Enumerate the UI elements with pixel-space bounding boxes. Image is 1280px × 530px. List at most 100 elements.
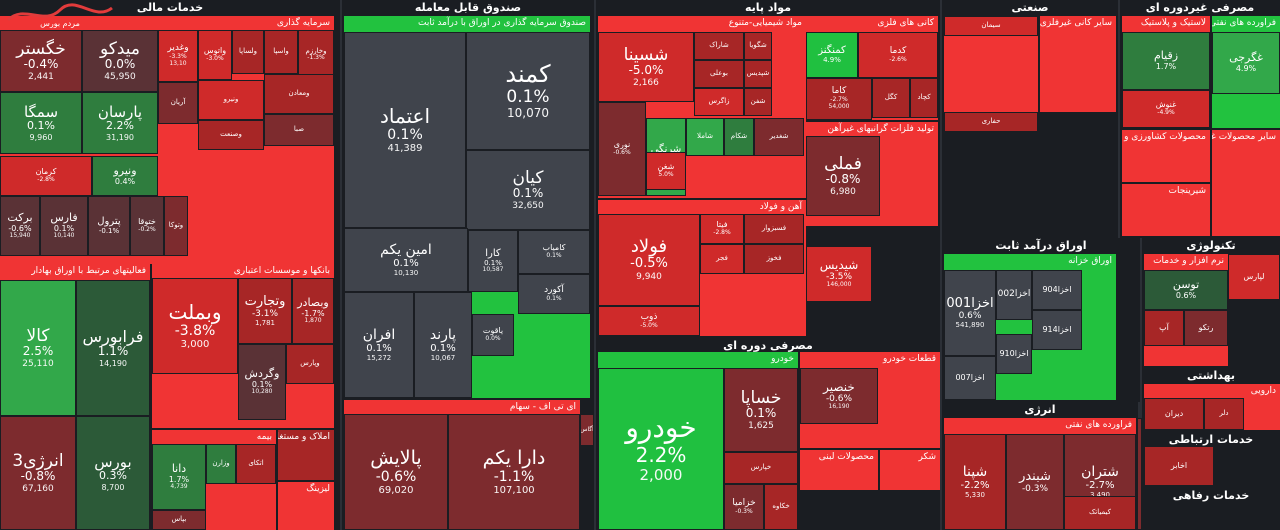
stock-tile[interactable]: آکورد 0.1% — [518, 274, 590, 314]
stock-tile[interactable]: کرمان -2.8% — [0, 156, 92, 196]
stock-tile[interactable]: ختوقا -0.2% — [130, 196, 164, 256]
stock-tile[interactable]: کیان 0.1% 32,650 — [466, 150, 590, 230]
stock-tile[interactable]: بوعلی — [694, 60, 744, 88]
stock-tile[interactable]: کگل — [872, 78, 910, 118]
stock-tile[interactable]: خنصیر -0.6% 16,190 — [800, 368, 878, 424]
stock-tile[interactable]: اعتماد 0.1% 41,389 — [344, 32, 466, 228]
stock-tile[interactable]: کیمیاتک — [1064, 496, 1136, 530]
stock-tile[interactable]: امین یکم 0.1% 10,130 — [344, 228, 468, 292]
stock-tile[interactable]: شفن — [744, 88, 772, 116]
stock-tile[interactable]: رتکو — [1184, 310, 1228, 346]
stock-tile[interactable]: دلر — [1204, 398, 1244, 430]
stock-tile[interactable]: آگاس — [580, 414, 594, 446]
stock-tile[interactable]: وتوکا — [164, 196, 188, 256]
stock-tile[interactable]: وگردش 0.1% 10,280 — [238, 344, 286, 420]
stock-tile[interactable]: دانا 1.7% 4,739 — [152, 444, 206, 510]
stock-tile[interactable]: زاگرس — [694, 88, 744, 116]
stock-tile[interactable]: ولساپا — [232, 30, 264, 74]
stock-tile[interactable]: کمنگنز 4.9% — [806, 32, 858, 78]
stock-tile[interactable]: فسبزوار — [744, 214, 804, 244]
stock-tile[interactable]: شپنا -2.2% 5,330 — [944, 434, 1006, 530]
stock-tile[interactable]: وبملت -3.8% 3,000 — [152, 278, 238, 374]
stock-tile[interactable]: ومعادن — [264, 74, 334, 114]
stock-tile[interactable]: فیتا -2.8% — [700, 214, 744, 244]
stock-tile[interactable]: صبا — [264, 114, 334, 146]
stock-tile[interactable]: شیدیس -3.5% 146,000 — [806, 246, 872, 302]
stock-tile[interactable]: فولاد -0.5% 9,940 — [598, 214, 700, 306]
stock-tile[interactable]: شسینا -5.0% 2,166 — [598, 32, 694, 102]
stock-tile[interactable]: شبندر -0.3% — [1006, 434, 1064, 530]
stock-tile[interactable]: کمند 0.1% 10,070 — [466, 32, 590, 150]
stock-tile[interactable]: فجر — [700, 244, 744, 274]
stock-tile[interactable]: توسن 0.6% — [1144, 270, 1228, 310]
stock-tile[interactable]: کچاد — [910, 78, 938, 118]
stock-tile[interactable]: شغدیر — [754, 118, 804, 156]
stock-tile[interactable]: کامیاب 0.1% — [518, 230, 590, 274]
stock-tile[interactable]: انرژی3 -0.8% 67,160 — [0, 416, 76, 530]
stock-tile[interactable]: یاقوت 0.0% — [472, 314, 514, 356]
stock-tile[interactable]: افران 0.1% 15,272 — [344, 292, 414, 398]
stock-tile[interactable]: فرابورس 1.1% 14,190 — [76, 280, 150, 416]
stock-tile[interactable]: شگویا — [744, 32, 772, 60]
stock-tile[interactable]: زقیام 1.7% — [1122, 32, 1210, 90]
stock-tile[interactable]: خودرو 2.2% 2,000 — [598, 368, 724, 530]
stock-tile[interactable]: نوری -0.6% — [598, 102, 646, 196]
stock-tile[interactable]: آریان — [158, 82, 198, 124]
stock-tile[interactable]: خساپا 0.1% 1,625 — [724, 368, 798, 452]
stock-tile[interactable]: دیران — [1144, 398, 1204, 430]
stock-tile[interactable]: وتجارت -3.1% 1,781 — [238, 278, 292, 344]
stock-tile[interactable]: لپارس — [1228, 254, 1280, 300]
stock-tile[interactable]: کدما -2.6% — [858, 32, 938, 78]
stock-tile[interactable]: اخزا910 — [996, 334, 1032, 374]
stock-tile[interactable]: شکام — [724, 118, 754, 156]
stock-tile[interactable]: پارند 0.1% 10,067 — [414, 292, 472, 398]
stock-tile[interactable]: خکاوه — [764, 484, 798, 530]
stock-tile[interactable]: کارا 0.1% 10,587 — [468, 230, 518, 292]
stock-tile[interactable]: وصنعت — [198, 120, 264, 150]
stock-tile[interactable]: وغدیر -3.3% 13,10 — [158, 30, 198, 82]
stock-tile[interactable]: شاملا — [686, 118, 724, 156]
stock-tile[interactable]: وپارس — [286, 344, 334, 384]
stock-tile[interactable]: فملی -0.8% 6,980 — [806, 136, 880, 216]
stock-tile[interactable]: وزارن — [206, 444, 236, 484]
stock-tile[interactable]: اخزا002 — [996, 270, 1032, 320]
stock-tile[interactable]: فارس 0.1% 10,140 — [40, 196, 88, 256]
stock-tile[interactable]: حفاری — [944, 112, 1038, 132]
stock-tile[interactable]: اتکای — [236, 444, 276, 484]
stock-tile[interactable]: شپدیس — [744, 60, 772, 88]
stock-tile[interactable]: واتوس -3.0% — [198, 30, 232, 80]
stock-tile[interactable]: بپاس — [152, 510, 206, 530]
stock-tile[interactable]: بورس 0.3% 8,700 — [76, 416, 150, 530]
stock-tile[interactable]: سیمان — [944, 16, 1038, 36]
stock-tile[interactable]: آپ — [1144, 310, 1184, 346]
stock-tile[interactable]: پارسان 2.2% 31,190 — [82, 92, 158, 154]
stock-tile[interactable]: اخابر — [1144, 446, 1214, 486]
stock-tile[interactable]: کاما -2.7% 54,000 — [806, 78, 872, 120]
stock-tile[interactable]: اخزا904 — [1032, 270, 1082, 310]
stock-tile[interactable]: ونیرو — [198, 80, 264, 120]
stock-tile[interactable]: غگرجی 4.9% — [1212, 32, 1280, 94]
stock-tile[interactable]: اخزا914 — [1032, 310, 1082, 350]
stock-tile[interactable]: کالا 2.5% 25,110 — [0, 280, 76, 416]
stock-tile[interactable]: برکت -0.6% 15,940 — [0, 196, 40, 256]
stock-tile[interactable]: شاراک — [694, 32, 744, 60]
stock-tile[interactable]: وبصادر -1.7% 1,870 — [292, 278, 334, 344]
stock-tile[interactable]: سمگا 0.1% 9,960 — [0, 92, 82, 154]
stock-tile[interactable]: فخوز — [744, 244, 804, 274]
stock-tile[interactable]: واسپا — [264, 30, 298, 74]
stock-tile[interactable]: ونیرو 0.4% — [92, 156, 158, 196]
stock-tile[interactable]: ذوب -5.0% — [598, 306, 700, 336]
stock-tile[interactable]: شغن 5.0% — [646, 152, 686, 190]
stock-tile[interactable]: اخزا007 — [944, 356, 996, 400]
stock-symbol: اخزا910 — [999, 348, 1029, 358]
stock-tile[interactable]: خزامیا -0.3% — [724, 484, 764, 530]
stock-tile[interactable]: خگستر -0.4% 2,441 — [0, 30, 82, 92]
stock-tile[interactable]: پترول -0.1% — [88, 196, 130, 256]
stock-tile[interactable]: اخزا001 0.6% 541,890 — [944, 270, 996, 356]
stock-tile[interactable]: پالایش -0.6% 69,020 — [344, 414, 448, 530]
stock-tile[interactable]: خپارس — [724, 452, 798, 484]
stock-tile[interactable]: غنوش -4.9% — [1122, 90, 1210, 128]
stock-tile[interactable]: وخارزم -1.3% — [298, 30, 334, 80]
stock-tile[interactable]: دارا یکم -1.1% 107,100 — [448, 414, 580, 530]
stock-tile[interactable]: میدکو 0.0% 45,950 — [82, 30, 158, 92]
